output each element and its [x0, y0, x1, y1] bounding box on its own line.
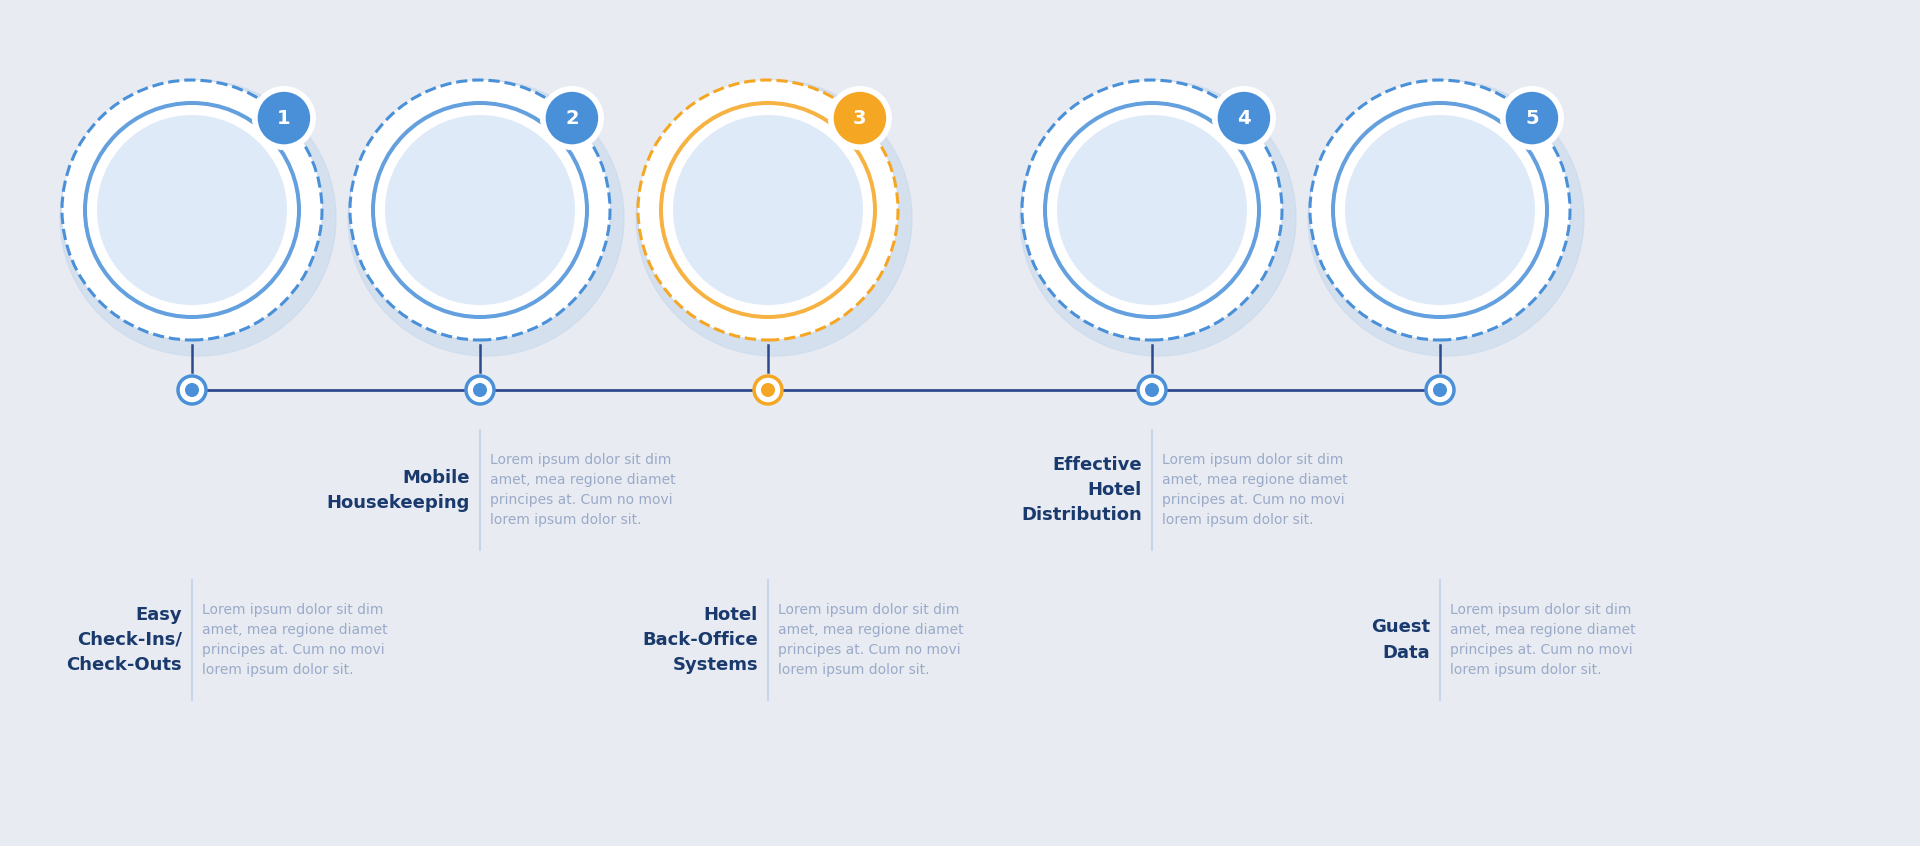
Text: Lorem ipsum dolor sit dim
amet, mea regione diamet
principes at. Cum no movi
lor: Lorem ipsum dolor sit dim amet, mea regi… [1162, 453, 1348, 527]
Text: Easy
Check-Ins/
Check-Outs: Easy Check-Ins/ Check-Outs [67, 606, 182, 674]
Circle shape [1139, 376, 1165, 404]
Circle shape [1046, 105, 1258, 315]
Circle shape [1308, 80, 1584, 356]
Text: Lorem ipsum dolor sit dim
amet, mea regione diamet
principes at. Cum no movi
lor: Lorem ipsum dolor sit dim amet, mea regi… [490, 453, 676, 527]
Circle shape [1215, 90, 1271, 146]
Circle shape [349, 80, 611, 340]
Circle shape [674, 115, 862, 305]
Text: 1: 1 [276, 108, 290, 128]
Circle shape [348, 80, 624, 356]
Circle shape [371, 101, 589, 319]
Circle shape [1500, 86, 1565, 150]
Text: 3: 3 [852, 108, 866, 128]
Circle shape [1503, 90, 1559, 146]
Text: Effective
Hotel
Distribution: Effective Hotel Distribution [1021, 456, 1142, 524]
Text: Mobile
Housekeeping: Mobile Housekeeping [326, 469, 470, 512]
Text: 4: 4 [1236, 108, 1250, 128]
Circle shape [755, 376, 781, 404]
Text: Lorem ipsum dolor sit dim
amet, mea regione diamet
principes at. Cum no movi
lor: Lorem ipsum dolor sit dim amet, mea regi… [202, 603, 388, 677]
Circle shape [61, 80, 323, 340]
Circle shape [1432, 383, 1448, 397]
Circle shape [828, 86, 893, 150]
Circle shape [637, 80, 899, 340]
Circle shape [179, 376, 205, 404]
Circle shape [467, 376, 493, 404]
Circle shape [83, 101, 301, 319]
Circle shape [1020, 80, 1296, 356]
Text: Lorem ipsum dolor sit dim
amet, mea regione diamet
principes at. Cum no movi
lor: Lorem ipsum dolor sit dim amet, mea regi… [778, 603, 964, 677]
Circle shape [386, 115, 574, 305]
Circle shape [255, 90, 311, 146]
Text: 2: 2 [564, 108, 578, 128]
Circle shape [98, 115, 286, 305]
Circle shape [1058, 115, 1246, 305]
Circle shape [1144, 383, 1160, 397]
Circle shape [1212, 86, 1277, 150]
Circle shape [831, 90, 887, 146]
Circle shape [760, 383, 776, 397]
Circle shape [374, 105, 586, 315]
Circle shape [472, 383, 488, 397]
Circle shape [1021, 80, 1283, 340]
Circle shape [636, 80, 912, 356]
Text: Guest
Data: Guest Data [1371, 618, 1430, 662]
Text: Lorem ipsum dolor sit dim
amet, mea regione diamet
principes at. Cum no movi
lor: Lorem ipsum dolor sit dim amet, mea regi… [1450, 603, 1636, 677]
Circle shape [659, 101, 877, 319]
Circle shape [662, 105, 874, 315]
Circle shape [1334, 105, 1546, 315]
Circle shape [184, 383, 200, 397]
Circle shape [60, 80, 336, 356]
Circle shape [1427, 376, 1453, 404]
Circle shape [1331, 101, 1549, 319]
Circle shape [543, 90, 599, 146]
Circle shape [252, 86, 317, 150]
Circle shape [1346, 115, 1534, 305]
Circle shape [540, 86, 605, 150]
Circle shape [86, 105, 298, 315]
Text: 5: 5 [1524, 108, 1538, 128]
Text: Hotel
Back-Office
Systems: Hotel Back-Office Systems [643, 606, 758, 674]
Circle shape [1043, 101, 1261, 319]
Circle shape [1309, 80, 1571, 340]
